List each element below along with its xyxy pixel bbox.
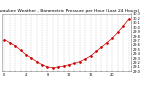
- Point: [89, 55, 92, 57]
- Point: [41, 64, 43, 65]
- Point: [52, 67, 54, 68]
- Point: [100, 46, 103, 48]
- Point: [30, 57, 33, 59]
- Point: [62, 65, 65, 67]
- Point: [95, 51, 97, 52]
- Point: [68, 64, 70, 65]
- Point: [14, 45, 16, 46]
- Point: [111, 37, 114, 39]
- Point: [3, 39, 6, 40]
- Point: [35, 61, 38, 62]
- Point: [116, 32, 119, 33]
- Point: [19, 49, 22, 51]
- Point: [73, 63, 76, 64]
- Point: [79, 61, 81, 62]
- Point: [46, 66, 49, 68]
- Point: [84, 58, 87, 60]
- Point: [122, 26, 124, 27]
- Point: [8, 42, 11, 43]
- Point: [25, 54, 27, 55]
- Title: Milwaukee Weather - Barometric Pressure per Hour (Last 24 Hours): Milwaukee Weather - Barometric Pressure …: [0, 9, 140, 13]
- Point: [127, 19, 130, 20]
- Point: [57, 66, 60, 68]
- Point: [106, 42, 108, 43]
